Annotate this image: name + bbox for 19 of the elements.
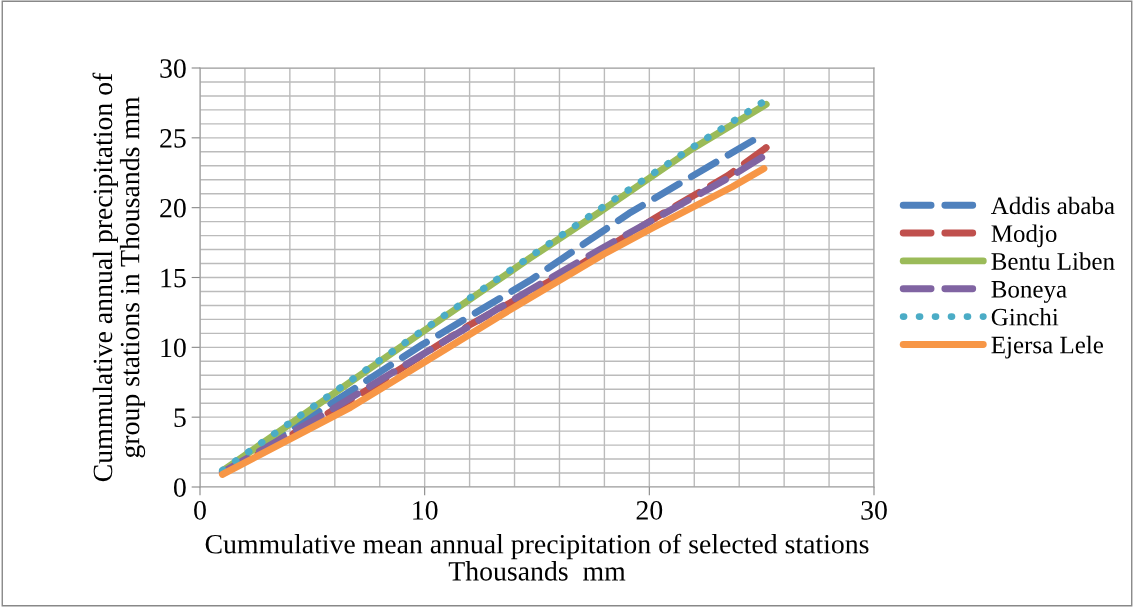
y-tick-label: 30 bbox=[160, 59, 186, 78]
y-tick-label: 25 bbox=[160, 129, 186, 148]
x-tick-label: 10 bbox=[413, 501, 438, 520]
y-tick-label: 5 bbox=[174, 408, 186, 428]
legend-label: Boneya bbox=[991, 281, 1067, 303]
y-tick-label: 10 bbox=[161, 338, 186, 358]
legend-label: Addis ababa bbox=[990, 196, 1115, 215]
y-axis-title: Cummulative annual precipitation of group stations in Thousands mm bbox=[92, 72, 146, 482]
y-tick-label: 20 bbox=[160, 198, 186, 218]
legend-label: Ejersa Lele bbox=[991, 335, 1103, 359]
y-tick-label: 15 bbox=[161, 268, 186, 288]
y-tick-label: 0 bbox=[173, 478, 186, 497]
x-tick-label: 20 bbox=[636, 501, 663, 520]
legend-label: Ginchi bbox=[991, 308, 1059, 326]
x-tick-label: 30 bbox=[861, 501, 887, 520]
legend-label: Bentu Liben bbox=[991, 252, 1115, 270]
legend-label: Modjo bbox=[991, 224, 1057, 248]
x-axis-title: Cummulative mean annual precipitation of selected stations Thousands mm bbox=[205, 533, 869, 581]
x-tick-label: 0 bbox=[194, 501, 206, 520]
